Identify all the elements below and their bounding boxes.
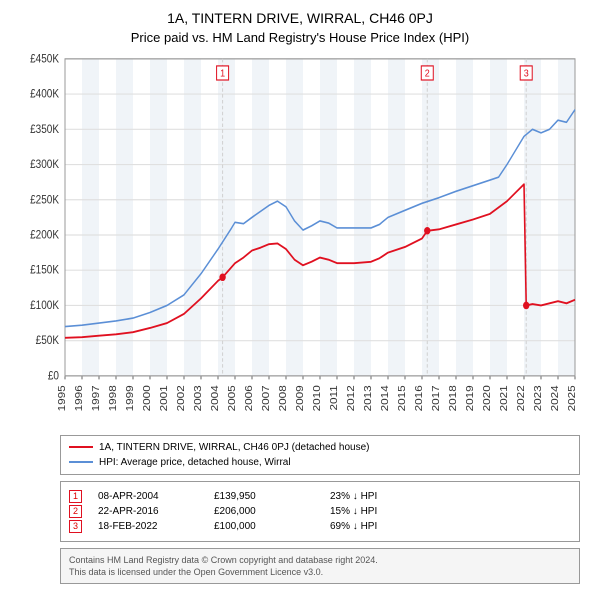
- svg-text:2014: 2014: [380, 385, 391, 411]
- footer-line2: This data is licensed under the Open Gov…: [69, 566, 571, 578]
- svg-text:2009: 2009: [295, 385, 306, 411]
- sale-pct-1: 23% ↓ HPI: [330, 491, 430, 502]
- footer-line1: Contains HM Land Registry data © Crown c…: [69, 554, 571, 566]
- svg-text:2021: 2021: [499, 385, 510, 411]
- svg-text:£450K: £450K: [30, 53, 60, 66]
- chart-container: 1A, TINTERN DRIVE, WIRRAL, CH46 0PJ Pric…: [0, 0, 600, 590]
- legend-box: 1A, TINTERN DRIVE, WIRRAL, CH46 0PJ (det…: [60, 435, 580, 475]
- svg-text:2016: 2016: [414, 385, 425, 411]
- legend-row-hpi: HPI: Average price, detached house, Wirr…: [69, 455, 571, 470]
- svg-text:2010: 2010: [312, 385, 323, 411]
- chart-title-subtitle: Price paid vs. HM Land Registry's House …: [10, 30, 590, 45]
- svg-text:£300K: £300K: [30, 158, 60, 171]
- svg-text:2002: 2002: [176, 385, 187, 411]
- sale-date-2: 22-APR-2016: [98, 506, 198, 517]
- svg-text:£100K: £100K: [30, 299, 60, 312]
- svg-text:£400K: £400K: [30, 88, 60, 101]
- svg-text:3: 3: [524, 68, 530, 80]
- svg-text:£150K: £150K: [30, 264, 60, 277]
- svg-text:2011: 2011: [329, 385, 340, 410]
- svg-text:2024: 2024: [550, 385, 561, 411]
- sale-row-1: 1 08-APR-2004 £139,950 23% ↓ HPI: [69, 490, 571, 503]
- svg-text:2013: 2013: [363, 385, 374, 411]
- legend-label-hpi: HPI: Average price, detached house, Wirr…: [99, 455, 291, 470]
- svg-text:2006: 2006: [244, 385, 255, 411]
- svg-text:1998: 1998: [108, 385, 119, 411]
- svg-text:1995: 1995: [57, 385, 68, 411]
- svg-text:1999: 1999: [125, 385, 136, 411]
- footer-box: Contains HM Land Registry data © Crown c…: [60, 548, 580, 584]
- svg-text:1996: 1996: [74, 385, 85, 411]
- sale-price-2: £206,000: [214, 506, 314, 517]
- sale-row-2: 2 22-APR-2016 £206,000 15% ↓ HPI: [69, 505, 571, 518]
- chart-plot-area: £0 £50K £100K £150K £200K £250K £300K £350K £400…: [10, 53, 590, 429]
- sale-price-3: £100,000: [214, 521, 314, 532]
- svg-text:2003: 2003: [193, 385, 204, 411]
- svg-text:2019: 2019: [465, 385, 476, 411]
- sale-price-1: £139,950: [214, 491, 314, 502]
- sale-pct-3: 69% ↓ HPI: [330, 521, 430, 532]
- svg-text:2025: 2025: [567, 385, 578, 411]
- svg-text:2023: 2023: [533, 385, 544, 411]
- sale-date-3: 18-FEB-2022: [98, 521, 198, 532]
- svg-text:2012: 2012: [346, 385, 357, 411]
- legend-swatch-hpi: [69, 461, 93, 463]
- svg-text:2005: 2005: [227, 385, 238, 411]
- svg-text:1997: 1997: [91, 385, 102, 411]
- svg-text:2000: 2000: [142, 385, 153, 411]
- svg-text:2017: 2017: [431, 385, 442, 411]
- svg-text:£350K: £350K: [30, 123, 60, 136]
- legend-label-price-paid: 1A, TINTERN DRIVE, WIRRAL, CH46 0PJ (det…: [99, 440, 369, 455]
- chart-title-address: 1A, TINTERN DRIVE, WIRRAL, CH46 0PJ: [10, 10, 590, 26]
- svg-text:2020: 2020: [482, 385, 493, 411]
- svg-text:£0: £0: [48, 370, 59, 383]
- svg-text:2007: 2007: [261, 385, 272, 411]
- legend-swatch-price-paid: [69, 446, 93, 448]
- sale-marker-1: 1: [69, 490, 82, 503]
- svg-text:2008: 2008: [278, 385, 289, 411]
- svg-text:1: 1: [220, 68, 225, 80]
- svg-text:2015: 2015: [397, 385, 408, 411]
- svg-text:2001: 2001: [159, 385, 170, 411]
- svg-text:2004: 2004: [210, 385, 221, 411]
- svg-text:2018: 2018: [448, 385, 459, 411]
- svg-text:2: 2: [425, 68, 430, 80]
- svg-text:2022: 2022: [516, 385, 527, 411]
- sale-row-3: 3 18-FEB-2022 £100,000 69% ↓ HPI: [69, 520, 571, 533]
- line-chart-svg: £0 £50K £100K £150K £200K £250K £300K £350K £400…: [10, 53, 590, 429]
- sale-marker-3: 3: [69, 520, 82, 533]
- legend-row-price-paid: 1A, TINTERN DRIVE, WIRRAL, CH46 0PJ (det…: [69, 440, 571, 455]
- sales-box: 1 08-APR-2004 £139,950 23% ↓ HPI 2 22-AP…: [60, 481, 580, 542]
- sale-marker-2: 2: [69, 505, 82, 518]
- svg-text:£200K: £200K: [30, 229, 60, 242]
- sale-date-1: 08-APR-2004: [98, 491, 198, 502]
- sale-pct-2: 15% ↓ HPI: [330, 506, 430, 517]
- svg-text:£250K: £250K: [30, 194, 60, 207]
- svg-text:£50K: £50K: [36, 334, 60, 347]
